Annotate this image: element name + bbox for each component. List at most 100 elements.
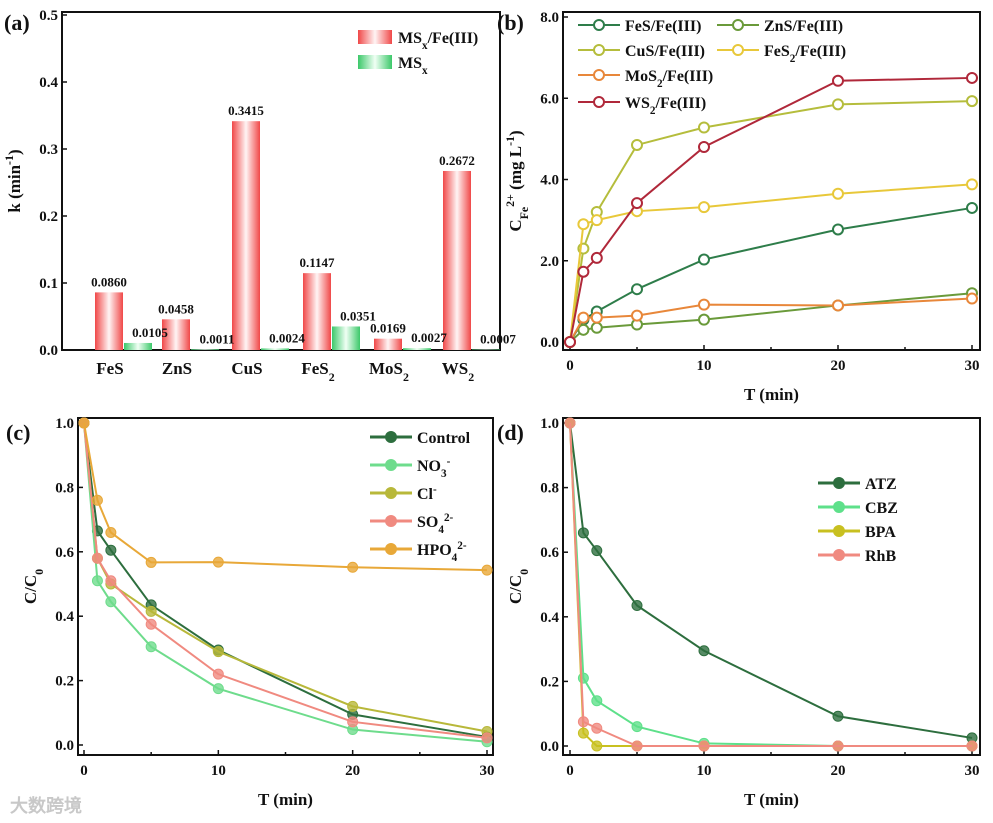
- data-point: [481, 732, 493, 744]
- y-tick-label: 0.4: [39, 75, 58, 91]
- bar-msx-fe: [374, 338, 402, 350]
- data-point: [966, 740, 978, 752]
- x-axis-label: T (min): [744, 790, 799, 809]
- data-point: [832, 223, 844, 236]
- data-point: [832, 74, 844, 87]
- legend-marker: [593, 19, 605, 31]
- x-tick-label: 0: [566, 763, 574, 779]
- legend-label: FeS/Fe(III): [625, 18, 701, 35]
- bar-value-label: 0.2672: [439, 153, 475, 168]
- series-line: [569, 422, 972, 747]
- legend-marker: [593, 44, 605, 56]
- legend-label: CuS/Fe(III): [625, 43, 705, 60]
- data-point: [631, 197, 643, 210]
- legend-swatch: [358, 30, 392, 44]
- legend-marker: [385, 487, 397, 499]
- y-tick-label: 1.0: [540, 416, 559, 432]
- y-tick-label: 0.6: [540, 545, 559, 561]
- bar-msx-fe: [232, 121, 260, 350]
- bar-value-label: 0.0105: [132, 325, 168, 340]
- legend-marker: [385, 515, 397, 527]
- data-point: [832, 299, 844, 312]
- x-tick-label: 10: [697, 358, 712, 374]
- data-point: [698, 141, 710, 153]
- data-point: [832, 187, 844, 200]
- y-tick-label: 0.4: [540, 610, 559, 626]
- legend-marker: [833, 501, 845, 513]
- data-point: [698, 313, 710, 326]
- series-line: [569, 422, 973, 739]
- x-tick-label: FeS2: [301, 359, 334, 384]
- data-point: [91, 552, 103, 564]
- data-point: [105, 544, 117, 556]
- bar-value-label: 0.0169: [370, 321, 406, 336]
- bar-msx: [261, 348, 289, 350]
- data-point: [577, 716, 589, 728]
- bar-value-label: 0.1147: [299, 255, 335, 270]
- bar-value-label: 0.3415: [228, 103, 264, 118]
- legend-label: HPO42-: [417, 540, 467, 564]
- data-point: [212, 668, 224, 680]
- panel-label: (c): [6, 420, 30, 445]
- data-point: [966, 95, 978, 108]
- y-tick-label: 0.0: [540, 335, 559, 351]
- data-point: [577, 727, 589, 739]
- bar-msx: [332, 326, 360, 350]
- y-tick-label: 2.0: [540, 254, 559, 270]
- panel-b: (b) 0.0 2.0 4.0 6.0 8.0 CFe2+ (mg L-1) 0 10 20 30 T…: [497, 10, 981, 404]
- x-axis-label: T (min): [744, 385, 799, 404]
- x-tick-label: 0: [80, 763, 88, 779]
- x-tick-label: 10: [211, 763, 226, 779]
- data-point: [698, 201, 710, 214]
- bar-value-label: 0.0027: [411, 330, 447, 345]
- data-point: [564, 417, 576, 429]
- data-point: [698, 298, 710, 311]
- data-point: [145, 641, 157, 653]
- data-point: [577, 218, 590, 231]
- data-point: [590, 321, 603, 334]
- legend-label: SO42-: [417, 512, 454, 536]
- bar-msx: [191, 349, 219, 350]
- data-point: [631, 721, 643, 733]
- data-point: [631, 740, 643, 752]
- y-tick-label: 0.0: [39, 343, 58, 359]
- data-point: [105, 575, 117, 587]
- legend-label: NO3-: [417, 456, 451, 480]
- data-point: [698, 645, 710, 657]
- x-tick-label: 30: [965, 763, 980, 779]
- x-tick-label: MoS2: [369, 359, 409, 384]
- watermark: 大数跨境: [10, 795, 82, 817]
- series-line: [569, 183, 973, 343]
- data-point: [591, 545, 603, 557]
- y-tick-label: 0.2: [39, 209, 58, 225]
- data-point: [105, 596, 117, 608]
- panel-label: (d): [497, 420, 524, 445]
- x-axis-label: T (min): [258, 790, 313, 809]
- bar-msx: [403, 348, 431, 350]
- series-line: [569, 206, 973, 343]
- data-point: [145, 556, 157, 568]
- y-tick-label: 0.5: [39, 8, 58, 24]
- legend-marker: [385, 543, 397, 555]
- bar-msx: [124, 342, 152, 350]
- y-tick-label: 4.0: [540, 173, 559, 189]
- legend-marker: [833, 525, 845, 537]
- data-point: [78, 417, 90, 429]
- legend-swatch: [358, 55, 392, 69]
- legend-label: ZnS/Fe(III): [764, 18, 843, 35]
- bar-value-label: 0.0860: [91, 274, 127, 289]
- data-point: [631, 138, 643, 151]
- legend-label: MSx/Fe(III): [398, 30, 478, 52]
- y-tick-label: 0.3: [39, 142, 58, 158]
- data-point: [347, 716, 359, 728]
- y-tick-label: 8.0: [540, 10, 559, 26]
- legend-marker: [732, 44, 744, 56]
- data-point: [631, 283, 643, 296]
- y-tick-label: 0.2: [540, 674, 559, 690]
- bar-value-label: 0.0024: [269, 330, 305, 345]
- legend-label: FeS2/Fe(III): [764, 43, 846, 65]
- data-point: [347, 561, 359, 573]
- legend-marker: [385, 431, 397, 443]
- data-point: [564, 336, 576, 348]
- x-tick-label: FeS: [96, 359, 123, 378]
